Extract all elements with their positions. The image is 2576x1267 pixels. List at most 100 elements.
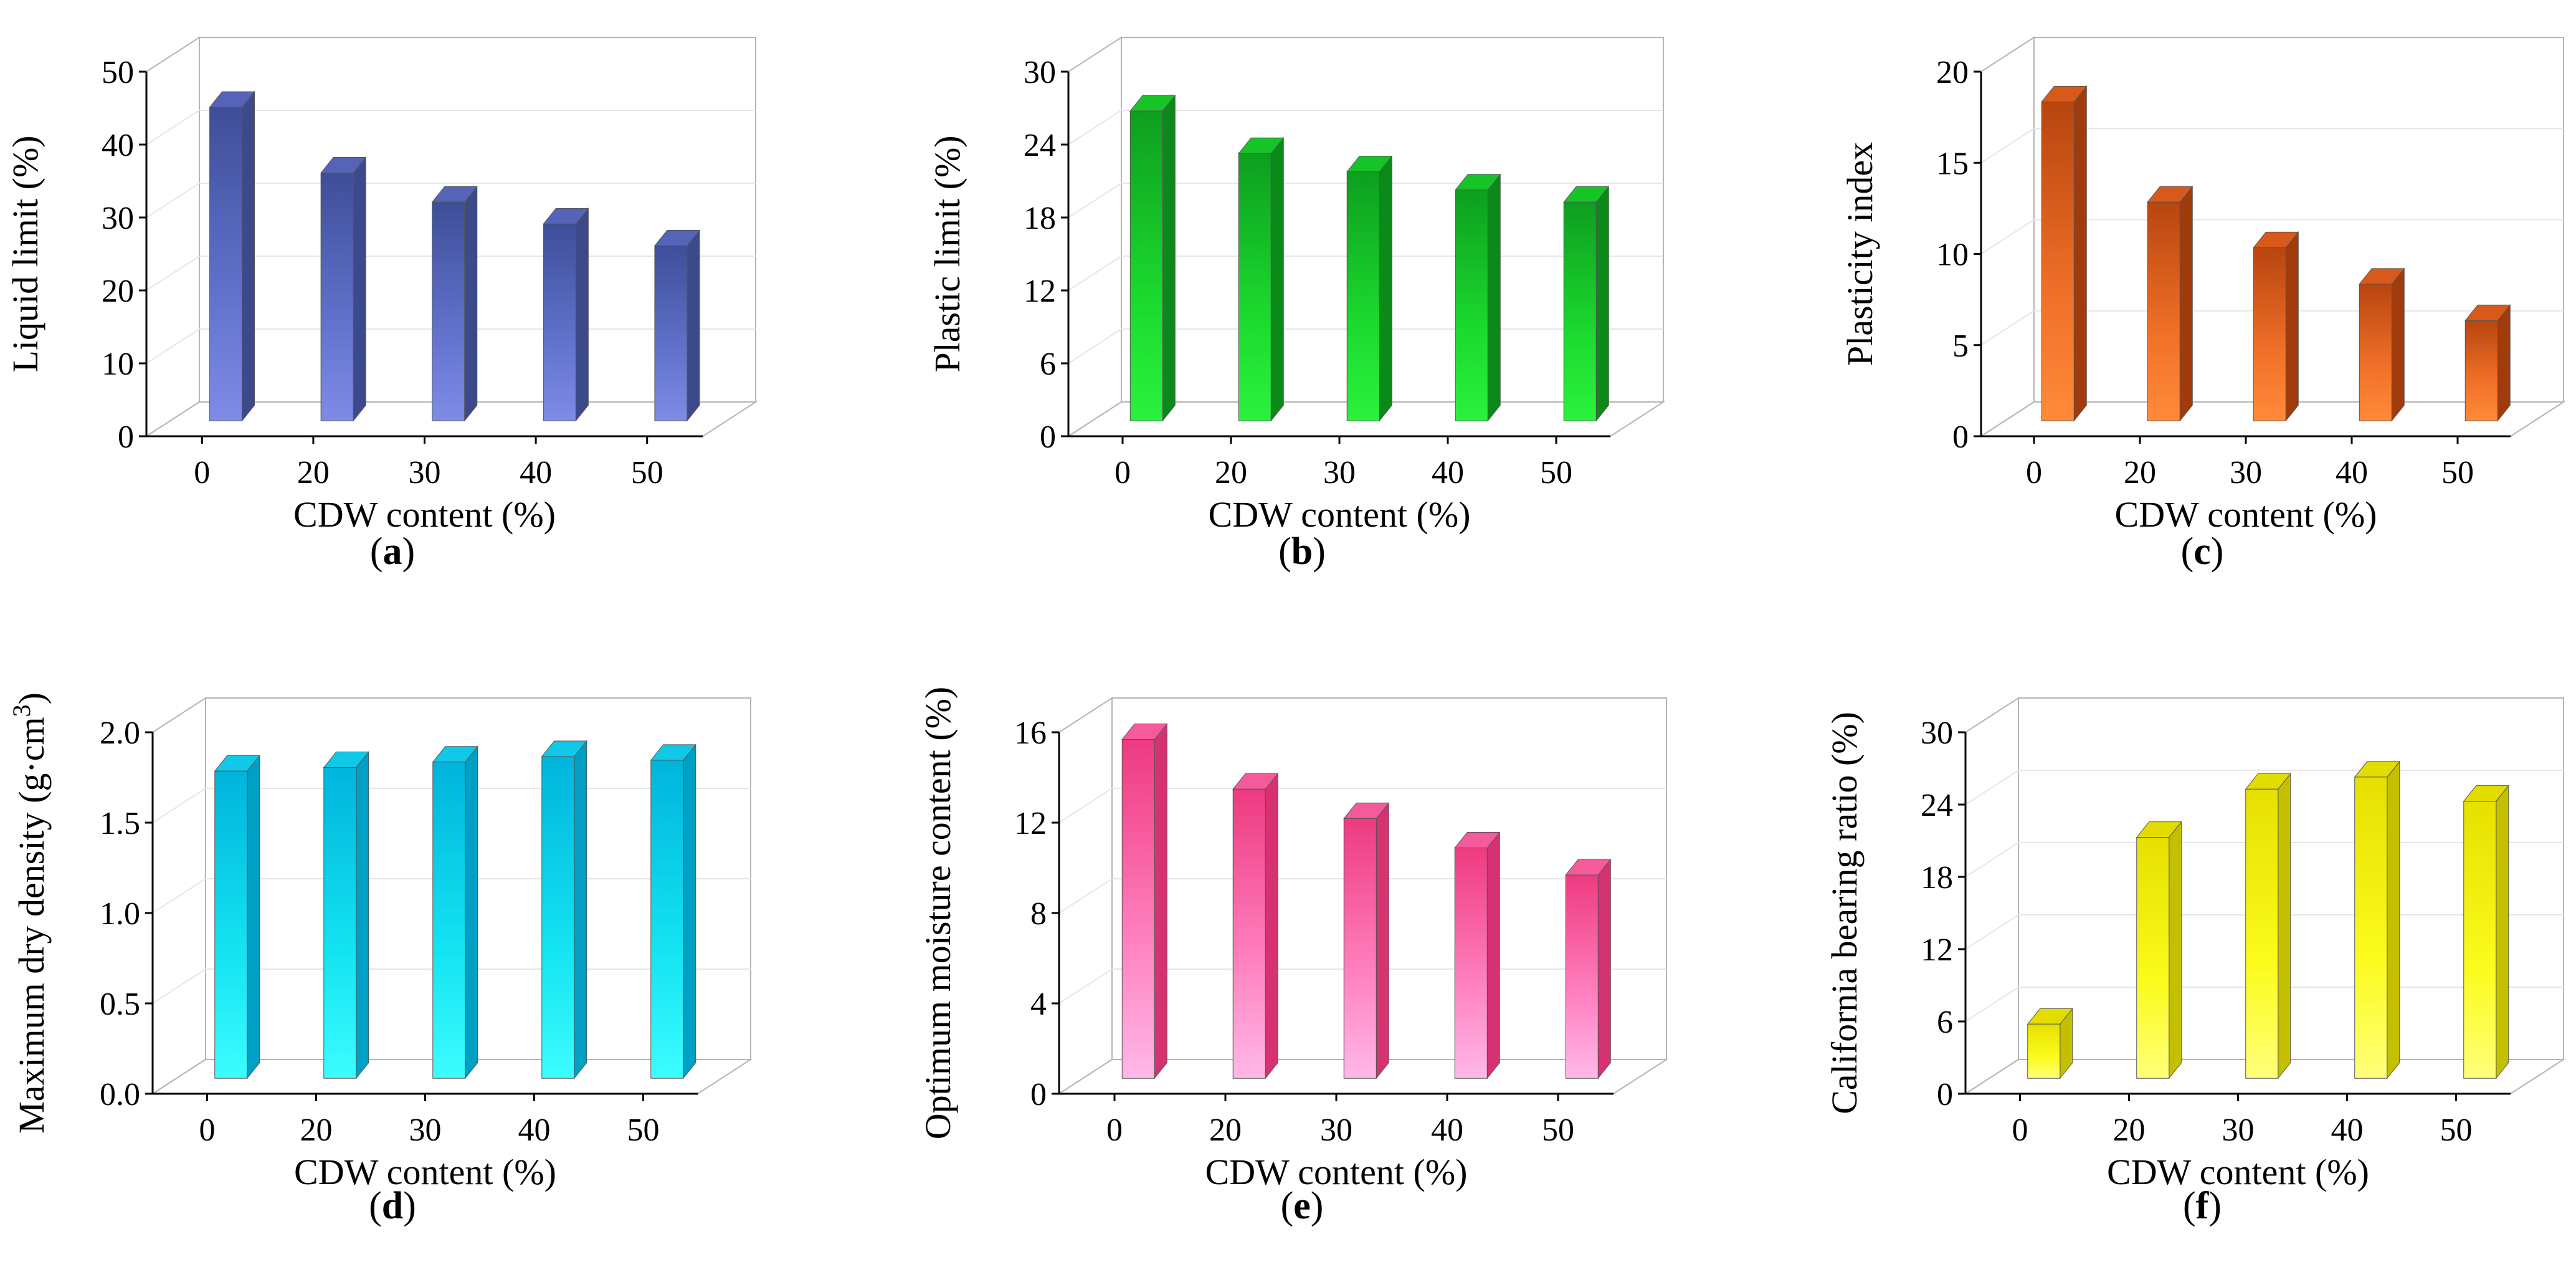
left-wall	[1965, 697, 2019, 1095]
x-tick-label: 20	[2124, 455, 2156, 490]
bar-front	[323, 767, 357, 1079]
bar-side	[2497, 304, 2511, 422]
y-tick-label: 30	[102, 201, 134, 236]
bar-side	[1487, 173, 1501, 422]
x-tick-label: 0	[1106, 1112, 1123, 1148]
bar	[2245, 772, 2291, 1079]
gridline-side	[1965, 842, 2019, 877]
bar-side	[2169, 821, 2182, 1079]
x-tick-label: 40	[520, 455, 552, 490]
bar-side	[575, 207, 589, 422]
bar-front	[1455, 189, 1488, 421]
y-tick-label: 6	[1040, 347, 1056, 382]
bar-front	[1565, 874, 1599, 1079]
y-axis-label: California bearing ratio (%)	[1824, 712, 1865, 1114]
gridline-side	[1980, 219, 2035, 255]
y-tick-label: 5	[1952, 328, 1969, 364]
gridline-side	[1068, 256, 1122, 291]
y-tick-label: 40	[102, 128, 134, 163]
bar	[2136, 821, 2182, 1079]
y-tick-label: 0	[1040, 419, 1056, 455]
bar-side	[465, 745, 478, 1079]
chart-d: 0.0 0.5 1.0 1.5 2.0 0 20 30 40 50 CDW content (%) M…	[7, 692, 753, 1227]
bar-front	[1232, 788, 1266, 1079]
bar-side	[247, 754, 260, 1079]
bar-front	[209, 107, 243, 421]
x-tick-label: 40	[518, 1112, 551, 1148]
bar-side	[1486, 831, 1500, 1079]
gridline-side	[146, 256, 200, 291]
bar-front	[650, 760, 684, 1079]
bar-side	[2285, 231, 2299, 422]
gridline-side	[146, 110, 200, 145]
bar-front	[432, 762, 466, 1079]
bar-front	[1238, 153, 1271, 421]
y-tick-label: 0	[118, 419, 134, 455]
bar-side	[2391, 267, 2405, 422]
bar-side	[2278, 772, 2291, 1079]
y-tick-label: 0.5	[100, 987, 140, 1022]
bar-side	[1265, 772, 1278, 1079]
y-tick-label: 2.0	[100, 715, 140, 751]
bar-side	[242, 90, 255, 422]
bar-front	[1129, 110, 1163, 421]
bar	[1232, 772, 1279, 1079]
x-axis-label: CDW content (%)	[294, 1152, 556, 1192]
bar-side	[356, 751, 369, 1079]
bar	[1129, 94, 1176, 422]
y-tick-label: 30	[1024, 55, 1056, 90]
gridline-side	[152, 968, 206, 1004]
gridline-side	[1980, 128, 2035, 164]
bar-front	[2136, 837, 2170, 1079]
x-tick-label: 30	[1323, 455, 1356, 490]
bar	[2147, 185, 2193, 422]
bar-side	[353, 156, 366, 422]
bar-side	[2179, 185, 2193, 422]
bar	[1563, 185, 1610, 422]
bar-front	[2245, 788, 2279, 1079]
chart-a: 0 10 20 30 40 50 0 20 30 40 50 CDW content (%) Liqui…	[5, 36, 758, 573]
y-tick-label: 50	[102, 55, 134, 90]
panel-label: (c)	[2181, 530, 2224, 573]
bar	[541, 740, 587, 1079]
bar-front	[2359, 284, 2392, 421]
bar	[209, 90, 255, 422]
x-tick-label: 50	[1540, 455, 1572, 490]
x-tick-label: 0	[2012, 1112, 2028, 1148]
x-tick-label: 30	[409, 455, 441, 490]
bar-front	[1346, 171, 1380, 421]
y-tick-label: 18	[1921, 860, 1953, 896]
gridline-side	[1068, 110, 1122, 145]
x-axis-label: CDW content (%)	[2107, 1152, 2369, 1192]
x-tick-label: 20	[2113, 1112, 2146, 1148]
chart-e: 0 4 8 12 16 0 20 30 40 50 CDW content (%) Optimum m…	[918, 687, 1669, 1227]
bar-front	[320, 172, 354, 421]
chart-b: 0 6 12 18 24 30 0 20 30 40 50 CDW content (%) Plasti…	[927, 36, 1666, 573]
y-tick-label: 1.5	[100, 806, 140, 841]
bar-front	[1121, 739, 1155, 1079]
y-tick-label: 15	[1936, 146, 1969, 181]
y-axis-label-end: )	[11, 692, 52, 704]
bar-side	[1597, 858, 1611, 1079]
bar	[1454, 831, 1501, 1079]
x-tick-label: 30	[2230, 455, 2262, 490]
y-axis-label: Optimum moisture content (%)	[918, 687, 958, 1139]
x-tick-label: 30	[409, 1112, 442, 1148]
bar-front	[2464, 320, 2498, 421]
y-tick-label: 10	[102, 347, 134, 382]
bar	[543, 207, 589, 422]
bar-side	[1376, 801, 1389, 1079]
bar-front	[2253, 247, 2286, 421]
bar	[1121, 723, 1168, 1079]
x-tick-label: 50	[1542, 1112, 1574, 1148]
bar-front	[541, 756, 575, 1079]
bar-side	[2496, 785, 2509, 1079]
bar	[323, 751, 369, 1079]
bar-front	[432, 201, 465, 421]
x-axis-label: CDW content (%)	[293, 494, 556, 535]
x-tick-label: 40	[2336, 455, 2368, 490]
bar-side	[1270, 136, 1284, 422]
x-tick-label: 50	[627, 1112, 660, 1148]
x-tick-label: 20	[1215, 455, 1247, 490]
panel-label: (a)	[370, 530, 415, 573]
